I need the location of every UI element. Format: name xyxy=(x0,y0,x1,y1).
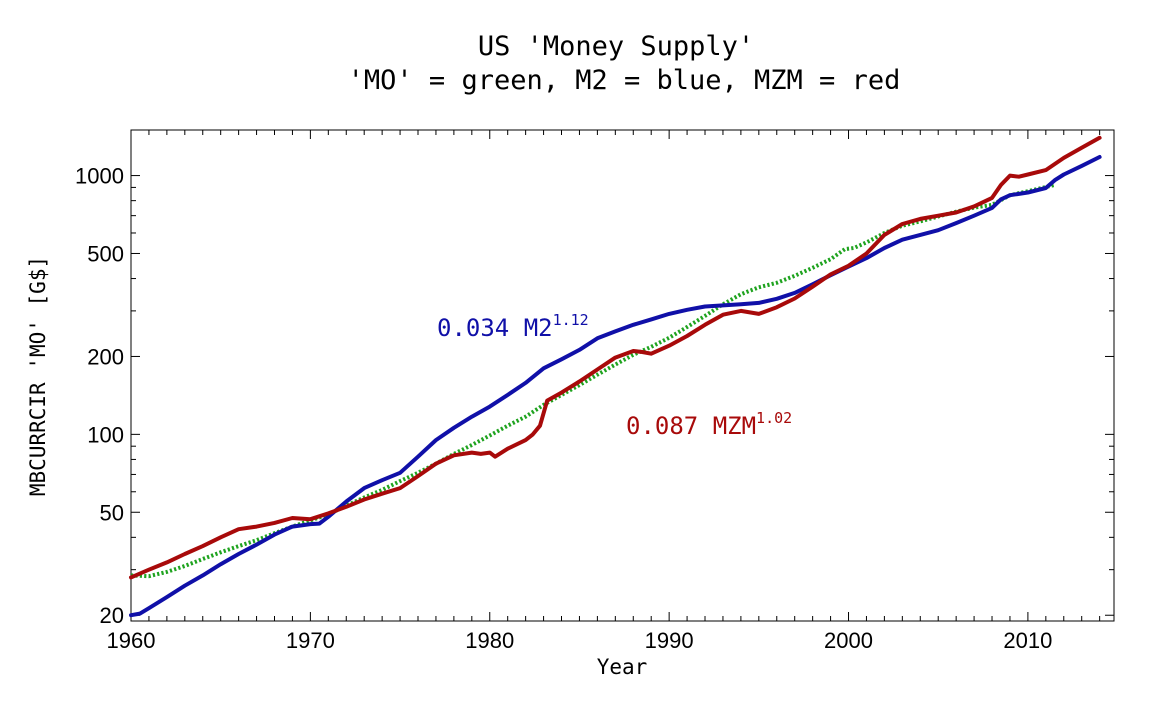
y-axis: 20 50 100 200 500 1000 xyxy=(75,164,1114,628)
y-tick-label: 1000 xyxy=(75,164,124,189)
y-tick-label: 200 xyxy=(87,344,124,369)
x-tick-label: 2010 xyxy=(1003,628,1052,653)
x-tick-label: 1960 xyxy=(107,628,156,653)
x-tick-label: 2000 xyxy=(824,628,873,653)
x-axis-label: Year xyxy=(597,655,648,679)
chart-title: US 'Money Supply' xyxy=(478,31,754,62)
x-axis: 1960 1970 1980 1990 2000 2010 xyxy=(107,130,1101,653)
y-tick-label: 50 xyxy=(100,500,124,525)
chart-subtitle: 'MO' = green, M2 = blue, MZM = red xyxy=(348,65,901,96)
m2-series-line xyxy=(129,155,1102,618)
y-axis-label: MBCURRCIR 'MO' [G$] xyxy=(26,256,50,496)
mzm-annotation: 0.087 MZM1.02 xyxy=(626,409,792,440)
y-tick-label: 20 xyxy=(100,603,124,628)
x-tick-label: 1990 xyxy=(645,628,694,653)
y-tick-label: 100 xyxy=(87,422,124,447)
series-group xyxy=(129,135,1102,618)
plot-frame xyxy=(130,129,1115,622)
y-tick-label: 500 xyxy=(87,241,124,266)
mo-series-line xyxy=(130,182,1056,579)
x-tick-label: 1980 xyxy=(465,628,514,653)
mzm-series-line xyxy=(129,135,1102,580)
m2-annotation: 0.034 M21.12 xyxy=(437,311,589,342)
x-tick-label: 1970 xyxy=(286,628,335,653)
